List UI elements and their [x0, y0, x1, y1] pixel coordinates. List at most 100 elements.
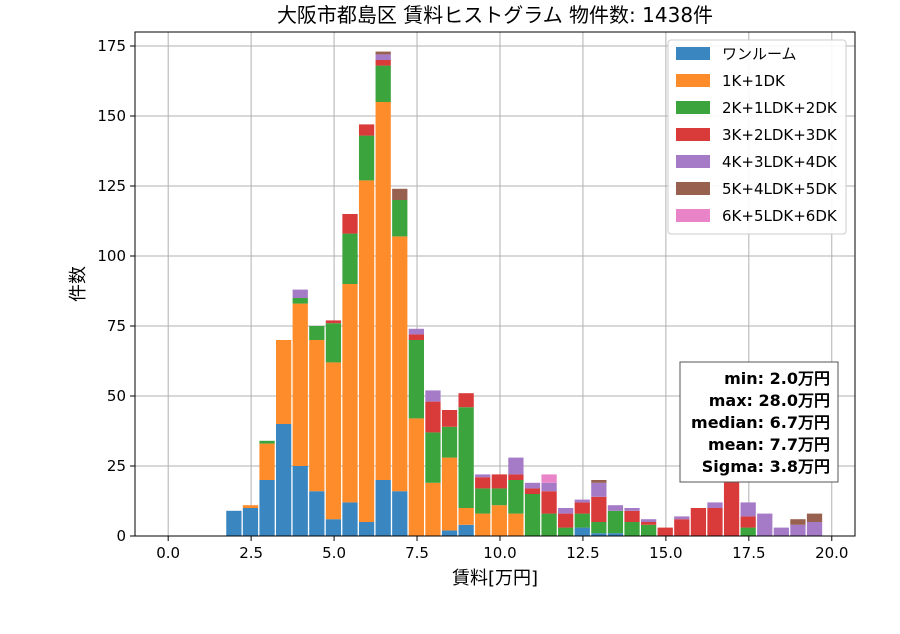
bar-segment [375, 65, 391, 102]
bar-segment [475, 488, 491, 514]
bar-segment [259, 480, 275, 536]
bar-segment [657, 527, 673, 536]
bar-segment [408, 418, 424, 536]
bar-segment [392, 236, 408, 492]
bar-segment [491, 474, 507, 489]
bar-segment [541, 513, 557, 536]
bar-segment [591, 480, 607, 483]
bar-segment [441, 410, 458, 427]
bar-stacks [226, 51, 823, 536]
y-tick-label: 75 [107, 317, 126, 335]
stats-box: min: 2.0万円 max: 28.0万円 median: 6.7万円 mean: … [679, 361, 839, 483]
bar-segment [574, 499, 590, 503]
bar-segment [325, 320, 342, 324]
bar-segment [591, 533, 607, 536]
bar-segment [242, 508, 259, 536]
bar-segment [607, 505, 624, 511]
legend: ワンルーム 1K+1DK 2K+1LDK+2DK 3K+2LDK+3DK 4K+3LDK… [667, 39, 847, 235]
legend-swatch [676, 101, 710, 114]
bar-segment [392, 200, 408, 237]
bar-segment [292, 466, 308, 536]
bar-segment [674, 516, 690, 520]
bar-segment [408, 328, 424, 335]
bar-segment [276, 424, 292, 536]
bar-segment [342, 233, 358, 284]
stats-line: mean: 7.7万円 [708, 435, 830, 454]
bar-segment [309, 340, 325, 492]
bar-segment [242, 505, 259, 508]
stats-frame [679, 361, 839, 483]
bar-segment [508, 480, 524, 514]
bar-segment [723, 480, 740, 536]
legend-label: 4K+3LDK+4DK [722, 153, 838, 171]
stats-line: Sigma: 3.8万円 [702, 457, 830, 476]
bar-segment [524, 488, 541, 494]
bar-segment [441, 457, 458, 531]
bar-segment [591, 522, 607, 534]
plot-frame [134, 31, 856, 537]
bar-segment [292, 289, 308, 298]
bar-segment [707, 508, 723, 536]
bar-segment [806, 513, 823, 522]
legend-swatch [676, 128, 710, 141]
bar-segment [408, 340, 424, 419]
x-tick-label: 7.5 [405, 544, 429, 562]
bar-segment [375, 51, 391, 55]
bar-segment [375, 60, 391, 66]
bar-segment [624, 508, 640, 511]
x-tick-label: 20.0 [815, 544, 848, 562]
bar-segment [541, 474, 557, 483]
y-tick-label: 125 [97, 177, 126, 195]
bar-segment [458, 393, 474, 408]
x-tick-label: 10.0 [483, 544, 516, 562]
chart-title: 大阪市都島区 賃料ヒストグラム 物件数: 1438件 [277, 3, 713, 27]
bar-segment [358, 135, 375, 181]
bar-segment [226, 510, 242, 536]
y-tick-label: 50 [107, 387, 126, 405]
legend-label: 6K+5LDK+6DK [722, 207, 838, 225]
bar-segment [508, 513, 524, 536]
bar-segment [558, 508, 574, 514]
bar-segment [806, 522, 823, 536]
bar-segment [309, 326, 325, 340]
bar-segment [425, 482, 441, 536]
bar-segment [524, 482, 541, 489]
bar-segment [325, 519, 342, 536]
bar-segment [375, 102, 391, 480]
bar-segment [558, 527, 574, 536]
bar-segment [342, 502, 358, 536]
bar-segment [441, 530, 458, 536]
bar-segment [607, 510, 624, 534]
bar-segment [458, 508, 474, 525]
bar-segment [790, 524, 806, 536]
bar-segment [640, 522, 657, 525]
bar-segment [524, 494, 541, 536]
bar-segment [740, 516, 756, 528]
legend-frame [667, 39, 847, 235]
x-tick-label: 15.0 [649, 544, 682, 562]
bar-segment [425, 401, 441, 433]
bar-segment [707, 502, 723, 508]
bar-segment [392, 188, 408, 200]
legend-swatch [676, 74, 710, 87]
bar-segment [475, 477, 491, 489]
bar-segment [541, 491, 557, 514]
y-tick-label: 100 [97, 247, 126, 265]
bar-segment [358, 124, 375, 136]
bar-segment [292, 298, 308, 304]
bar-segment [574, 527, 590, 536]
bar-segment [591, 482, 607, 497]
x-tick-label: 17.5 [732, 544, 765, 562]
bar-segment [757, 513, 773, 536]
bar-segment [790, 519, 806, 525]
bar-segment [392, 491, 408, 536]
bar-segment [640, 519, 657, 522]
bar-segment [740, 502, 756, 517]
bar-segment [358, 522, 375, 536]
bar-segment [259, 440, 275, 444]
bar-segment [325, 323, 342, 363]
legend-label: ワンルーム [722, 45, 797, 63]
bar-segment [342, 284, 358, 503]
